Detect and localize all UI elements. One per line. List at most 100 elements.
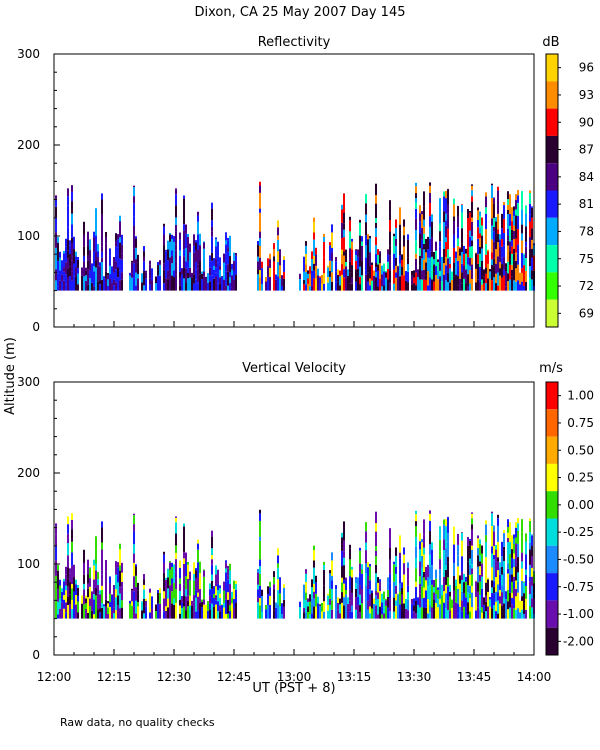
reflectivity-cell bbox=[63, 267, 65, 272]
reflectivity-cell bbox=[61, 263, 63, 275]
reflectivity-cell bbox=[309, 273, 311, 287]
reflectivity-cell bbox=[179, 277, 181, 286]
reflectivity-cell bbox=[119, 227, 121, 238]
velocity-cell bbox=[65, 612, 67, 619]
velocity-cell bbox=[373, 598, 375, 604]
velocity-cell bbox=[467, 614, 469, 619]
velocity-cell bbox=[119, 593, 121, 599]
velocity-cell bbox=[213, 593, 215, 599]
velocity-cell bbox=[481, 563, 483, 577]
reflectivity-cell bbox=[201, 279, 203, 291]
velocity-cell bbox=[517, 543, 519, 558]
velocity-cell bbox=[429, 554, 431, 567]
reflectivity-cell bbox=[437, 279, 439, 291]
velocity-cell bbox=[365, 542, 367, 551]
velocity-cell bbox=[529, 531, 531, 543]
reflectivity-cell bbox=[171, 250, 173, 256]
reflectivity-cell bbox=[95, 220, 97, 236]
reflectivity-cell bbox=[121, 234, 123, 245]
reflectivity-cell bbox=[179, 285, 181, 291]
velocity-cell bbox=[203, 604, 205, 619]
velocity-cell bbox=[179, 560, 181, 568]
reflectivity-cell bbox=[181, 274, 183, 281]
velocity-cell bbox=[169, 606, 171, 619]
reflectivity-cell bbox=[101, 262, 103, 275]
reflectivity-cell bbox=[167, 260, 169, 271]
reflectivity-cell bbox=[351, 249, 353, 265]
velocity-cell bbox=[461, 532, 463, 533]
reflectivity-cell bbox=[429, 226, 431, 239]
reflectivity-cell bbox=[467, 233, 469, 248]
velocity-cell bbox=[525, 609, 527, 619]
velocity-cell bbox=[359, 547, 361, 551]
velocity-cell bbox=[355, 597, 357, 610]
velocity-cell bbox=[435, 569, 437, 579]
reflectivity-cell bbox=[311, 270, 313, 286]
velocity-cell bbox=[481, 588, 483, 597]
reflectivity-cell bbox=[227, 271, 229, 286]
reflectivity-cell bbox=[217, 255, 219, 263]
reflectivity-cell bbox=[113, 279, 115, 286]
reflectivity-cell bbox=[85, 281, 87, 291]
reflectivity-cell bbox=[175, 231, 177, 245]
reflectivity-cell bbox=[167, 270, 169, 280]
reflectivity-cell bbox=[331, 232, 333, 248]
reflectivity-cell bbox=[187, 267, 189, 274]
velocity-cell bbox=[63, 599, 65, 609]
velocity-cell bbox=[509, 574, 511, 579]
velocity-cell bbox=[467, 561, 469, 576]
reflectivity-cell bbox=[465, 269, 467, 284]
reflectivity-cell bbox=[387, 254, 389, 262]
reflectivity-colorbar-segment bbox=[546, 217, 558, 246]
velocity-cell bbox=[173, 598, 175, 606]
velocity-ytick-label: 100 bbox=[17, 557, 40, 571]
reflectivity-cell bbox=[65, 274, 67, 285]
velocity-cell bbox=[187, 562, 189, 565]
reflectivity-cell bbox=[497, 272, 499, 286]
reflectivity-cell bbox=[423, 249, 425, 260]
velocity-cell bbox=[395, 593, 397, 601]
reflectivity-cell bbox=[345, 277, 347, 291]
reflectivity-cell bbox=[387, 261, 389, 269]
velocity-cell bbox=[439, 604, 441, 619]
reflectivity-cell bbox=[415, 272, 417, 286]
velocity-cell bbox=[497, 561, 499, 571]
velocity-cell bbox=[55, 534, 57, 546]
reflectivity-cell bbox=[221, 276, 223, 291]
reflectivity-cell bbox=[445, 220, 447, 226]
reflectivity-cell bbox=[217, 262, 219, 274]
reflectivity-cell bbox=[187, 236, 189, 251]
reflectivity-cell bbox=[321, 274, 323, 279]
velocity-cell bbox=[447, 577, 449, 587]
velocity-cell bbox=[111, 610, 113, 619]
reflectivity-cell bbox=[369, 261, 371, 267]
velocity-cell bbox=[273, 589, 275, 600]
reflectivity-cell bbox=[71, 185, 73, 192]
velocity-cell bbox=[369, 589, 371, 595]
reflectivity-cell bbox=[459, 248, 461, 256]
velocity-cell bbox=[171, 583, 173, 592]
reflectivity-cell bbox=[105, 237, 107, 244]
velocity-cell bbox=[77, 601, 79, 613]
velocity-cell bbox=[91, 591, 93, 596]
velocity-cell bbox=[313, 591, 315, 599]
velocity-cell bbox=[55, 585, 57, 598]
reflectivity-cell bbox=[477, 227, 479, 239]
velocity-cell bbox=[455, 579, 457, 586]
reflectivity-cell bbox=[189, 252, 191, 268]
reflectivity-cell bbox=[341, 209, 343, 223]
reflectivity-cell bbox=[531, 228, 533, 240]
reflectivity-cell bbox=[445, 237, 447, 242]
velocity-cell bbox=[403, 547, 405, 555]
velocity-cell bbox=[73, 604, 75, 619]
velocity-cell bbox=[485, 535, 487, 542]
reflectivity-cell bbox=[307, 283, 309, 291]
velocity-cell bbox=[411, 612, 413, 619]
velocity-cell bbox=[443, 591, 445, 598]
velocity-cell bbox=[415, 546, 417, 558]
velocity-cell bbox=[359, 563, 361, 573]
reflectivity-cell bbox=[55, 269, 57, 281]
velocity-cell bbox=[457, 566, 459, 575]
velocity-cell bbox=[485, 595, 487, 602]
